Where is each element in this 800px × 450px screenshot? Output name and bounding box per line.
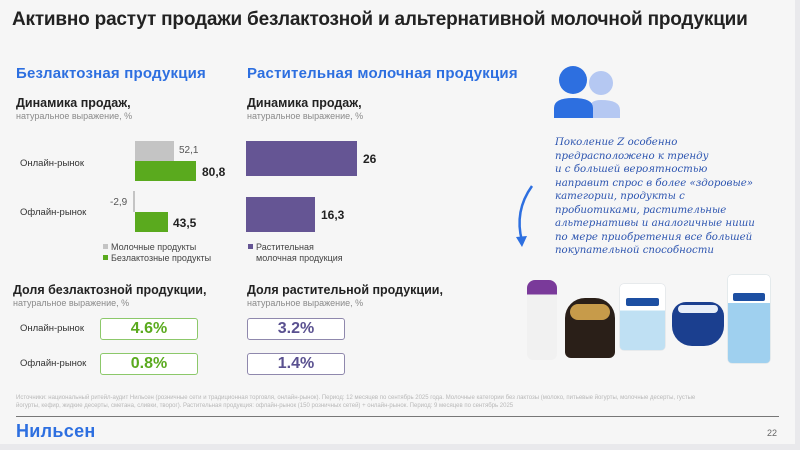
lactose-free-legend: Молочные продукты Безлактозные продукты [103,242,211,264]
bar-lactose-free-online [135,161,196,181]
value-plant-online: 26 [363,152,377,166]
dynamics-title: Динамика продаж, [247,96,362,110]
nielsen-logo: Нильсен [16,421,96,441]
row-label-online: Онлайн-рынок [20,158,84,169]
legend-item-dairy: Молочные продукты [103,242,211,253]
pudding-label [570,304,610,320]
parmalat-label [626,298,659,306]
curved-arrow-icon [512,183,536,249]
bar-lactose-free-offline [135,212,168,232]
plant-based-dynamics-header: Динамика продаж, натуральное выражение, … [247,96,363,121]
lactose-free-dynamics-header: Динамика продаж, натуральное выражение, … [16,96,132,121]
plant-based-legend: Растительная молочная продукция [248,242,343,264]
bar-plant-online [246,141,357,176]
lactose-free-share-header: Доля безлактозной продукции, натуральное… [13,283,207,308]
share-row-label-offline: Офлайн-рынок [20,358,87,369]
bar-dairy-online [135,141,174,161]
legend-swatch-purple [248,244,253,249]
value-dairy-online: 52,1 [179,145,199,156]
insight-text: Поколение Z особенно предрасположено к т… [555,137,755,256]
legend-swatch-green [103,255,108,260]
lactose-free-section-title: Безлактозная продукция [16,65,206,82]
dynamics-title: Динамика продаж, [16,96,131,110]
legend-swatch-gray [103,244,108,249]
page-title: Активно растут продажи безлактозной и ал… [12,9,748,30]
value-plant-offline: 16,3 [321,208,345,222]
product-actibio-bottle [527,280,557,360]
product-parmalat-comfort-small [620,284,665,350]
share-lactose-free-online: 4.6% [100,318,198,340]
source-note: Источники: национальный ритейл-аудит Нил… [16,395,696,409]
plant-based-share-header: Доля растительной продукции, натуральное… [247,283,443,308]
footer-divider [16,416,779,417]
dynamics-subtitle: натуральное выражение, % [16,111,133,121]
value-lactose-free-online: 80,8 [202,165,226,179]
plant-based-section-title: Растительная молочная продукция [247,65,518,82]
users-icon [553,66,621,118]
product-chocolate-pudding [565,298,615,358]
product-parmalat-comfort-large [728,275,770,363]
value-lactose-free-offline: 43,5 [173,216,197,230]
share-plant-offline: 1.4% [247,353,345,375]
yogurt-lid [678,305,718,313]
bar-plant-offline [246,197,315,232]
row-label-offline: Офлайн-рынок [20,207,87,218]
legend-item-lactose-free: Безлактозные продукты [103,253,211,264]
dynamics-subtitle: натуральное выражение, % [247,111,364,121]
value-dairy-offline: -2,9 [110,197,128,208]
parmalat-label [733,293,765,301]
page-number: 22 [767,428,778,438]
bar-dairy-offline [133,191,135,212]
share-row-label-online: Онлайн-рынок [20,323,84,334]
product-free-yogurt [672,302,724,346]
share-lactose-free-offline: 0.8% [100,353,198,375]
share-plant-online: 3.2% [247,318,345,340]
